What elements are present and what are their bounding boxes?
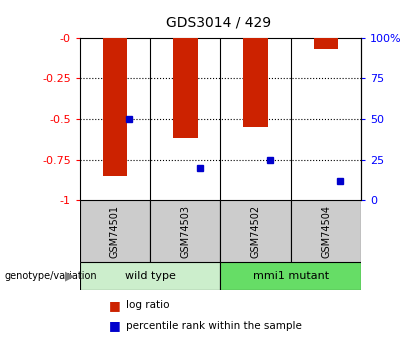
Bar: [80, 262, 220, 290]
Bar: [243, 38, 268, 127]
Bar: [173, 38, 198, 138]
Bar: [102, 38, 127, 176]
Text: GSM74501: GSM74501: [110, 205, 120, 258]
Bar: [150, 200, 220, 262]
Text: GSM74503: GSM74503: [180, 205, 190, 258]
Text: wild type: wild type: [125, 271, 176, 281]
Bar: [220, 200, 291, 262]
Bar: [291, 200, 361, 262]
Text: percentile rank within the sample: percentile rank within the sample: [126, 321, 302, 331]
Text: ■: ■: [109, 319, 121, 333]
Bar: [80, 200, 150, 262]
Text: GDS3014 / 429: GDS3014 / 429: [166, 16, 271, 30]
Bar: [314, 38, 339, 49]
Text: GSM74504: GSM74504: [321, 205, 331, 258]
Text: ▶: ▶: [65, 269, 74, 283]
Text: log ratio: log ratio: [126, 300, 170, 310]
Bar: [220, 262, 361, 290]
Text: mmi1 mutant: mmi1 mutant: [253, 271, 329, 281]
Text: genotype/variation: genotype/variation: [4, 271, 97, 281]
Text: GSM74502: GSM74502: [251, 205, 261, 258]
Text: ■: ■: [109, 299, 121, 312]
